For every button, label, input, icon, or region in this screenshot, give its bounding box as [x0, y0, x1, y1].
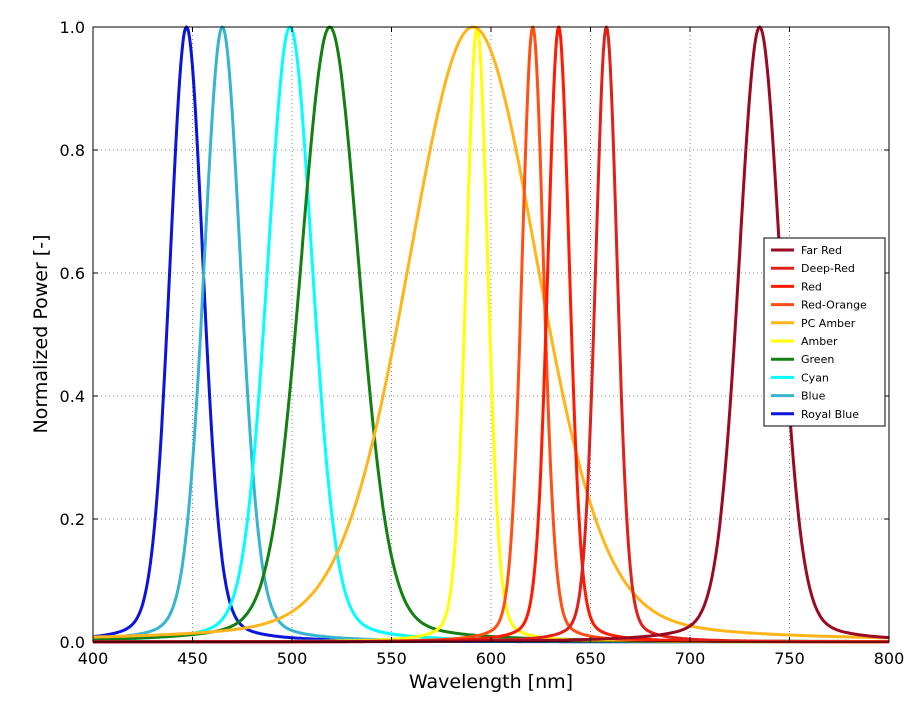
y-tick-label: 0.8: [60, 141, 85, 160]
legend-label-royal-blue: Royal Blue: [801, 408, 859, 421]
x-tick-label: 450: [177, 649, 208, 668]
x-axis-title: Wavelength [nm]: [409, 671, 573, 693]
y-tick-label: 0.0: [60, 633, 85, 652]
x-tick-label: 400: [78, 649, 109, 668]
x-tick-label: 600: [476, 649, 507, 668]
legend-label-amber: Amber: [801, 335, 838, 348]
legend-label-deep-red: Deep-Red: [801, 262, 855, 275]
series-line-pc-amber: [92, 25, 890, 640]
axis-ticks: 400 450 500 550 600 650 700 750 800 0.0 0.2 0.4 0.6 0…: [60, 18, 905, 668]
grid-lines: [93, 27, 889, 642]
x-tick-label: 700: [675, 649, 706, 668]
legend-label-far-red: Far Red: [801, 244, 842, 257]
y-tick-label: 0.4: [60, 387, 85, 406]
legend-label-red: Red: [801, 280, 822, 293]
legend: Far Red Deep-Red Red Red-Orange PC Amber Ambe…: [763, 237, 886, 427]
y-axis-title: Normalized Power [-]: [30, 235, 52, 434]
x-tick-label: 500: [277, 649, 308, 668]
legend-label-blue: Blue: [801, 390, 826, 403]
legend-label-green: Green: [801, 353, 834, 366]
legend-label-red-orange: Red-Orange: [801, 299, 867, 312]
y-tick-label: 0.2: [60, 510, 85, 529]
x-tick-label: 550: [376, 649, 407, 668]
y-tick-label: 0.6: [60, 264, 85, 283]
x-tick-label: 800: [874, 649, 905, 668]
x-tick-label: 650: [575, 649, 606, 668]
y-tick-label: 1.0: [60, 18, 85, 37]
x-tick-label: 750: [774, 649, 805, 668]
legend-label-pc-amber: PC Amber: [801, 317, 856, 330]
legend-label-cyan: Cyan: [801, 371, 829, 384]
